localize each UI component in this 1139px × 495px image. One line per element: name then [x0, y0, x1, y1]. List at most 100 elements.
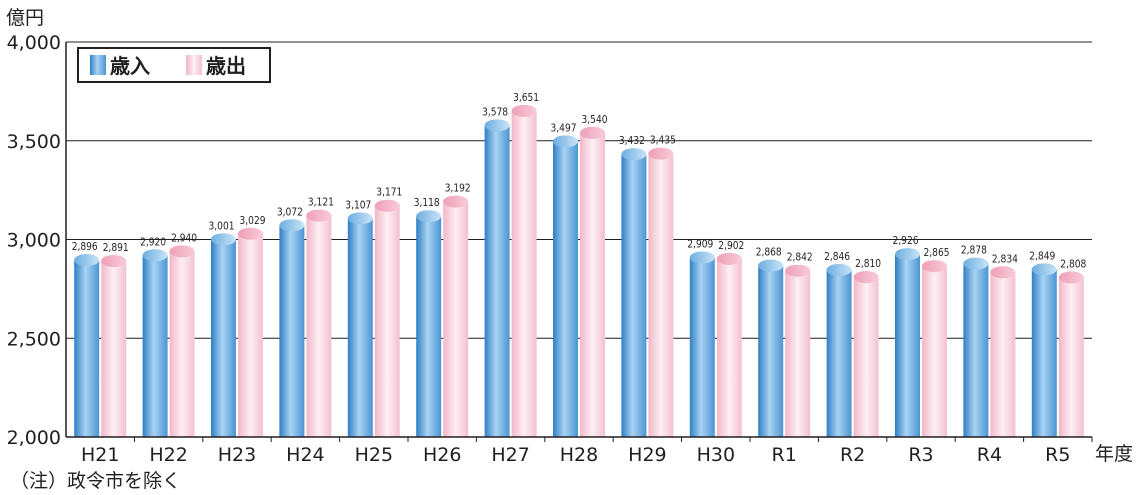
bar-cap-expenditure	[580, 126, 605, 139]
bar-revenue	[826, 269, 852, 437]
bar-cap-revenue	[484, 119, 510, 132]
x-tick-label: H23	[218, 444, 256, 466]
bar-cap-revenue	[758, 259, 784, 272]
bar-cap-expenditure	[853, 271, 879, 284]
y-axis-unit-label: 億円	[6, 7, 44, 29]
x-axis-ticks: H21 H22 H23 H24 H25 H26 H27 H28 H29 H30 R1 R2 R3 R4 R5	[81, 437, 1093, 466]
x-tick-label: H28	[560, 444, 598, 466]
x-tick-label: H24	[286, 444, 324, 466]
bar-cap-revenue	[211, 233, 236, 246]
bar-cap-expenditure	[443, 195, 469, 208]
bar-expenditure	[511, 110, 537, 438]
data-label: 2,868	[756, 246, 782, 259]
data-label: 3,192	[445, 182, 471, 195]
x-tick-label: H21	[81, 444, 119, 466]
x-axis-unit-label: 年度	[1095, 443, 1133, 465]
bar-cap-revenue	[895, 248, 920, 261]
data-label: 3,578	[482, 105, 508, 118]
bar-cap-revenue	[689, 251, 715, 264]
x-tick-label: H30	[697, 444, 735, 466]
data-label: 2,891	[103, 241, 129, 254]
legend-swatch-expenditure	[186, 55, 202, 75]
data-label: 3,435	[650, 134, 676, 147]
bar-cap-revenue	[963, 257, 989, 270]
bar-cap-expenditure	[306, 209, 332, 222]
bar-revenue	[279, 225, 305, 437]
bar-revenue	[553, 141, 578, 437]
bar-expenditure	[443, 201, 469, 437]
bar-cap-expenditure	[922, 260, 947, 273]
data-label: 2,909	[687, 237, 713, 250]
legend-label-revenue: 歳入	[110, 54, 150, 78]
data-label: 2,865	[924, 246, 950, 259]
bar-revenue	[758, 265, 784, 437]
data-label: 3,497	[551, 121, 577, 134]
y-tick-label: 3,000	[7, 230, 61, 252]
legend: 歳入 歳出	[77, 47, 271, 83]
data-label: 3,432	[619, 134, 645, 147]
data-label: 2,926	[893, 234, 919, 247]
bar-expenditure	[101, 261, 127, 437]
y-tick-label: 2,000	[7, 427, 61, 449]
y-tick-label: 2,500	[7, 328, 61, 350]
bar-cap-revenue	[279, 219, 305, 232]
bar-cap-revenue	[621, 148, 647, 161]
x-tick-label: R2	[840, 444, 865, 466]
bar-revenue	[963, 263, 989, 437]
x-tick-label: R3	[908, 444, 933, 466]
data-label: 3,121	[308, 196, 334, 209]
x-tick-label: R5	[1045, 444, 1070, 466]
data-label: 3,118	[414, 196, 440, 209]
x-tick-label: H25	[355, 444, 393, 466]
bar-revenue	[142, 255, 168, 437]
bar-cap-revenue	[142, 249, 168, 262]
bar-cap-expenditure	[716, 252, 742, 265]
data-label: 2,810	[855, 257, 881, 270]
legend-box	[77, 47, 271, 83]
data-label: 2,940	[171, 231, 197, 244]
x-tick-label: H26	[423, 444, 461, 466]
x-tick-label: H27	[491, 444, 529, 466]
bar-cap-revenue	[347, 212, 373, 225]
legend-label-expenditure: 歳出	[206, 54, 246, 78]
bar-cap-expenditure	[374, 199, 400, 212]
data-label: 3,171	[376, 186, 402, 199]
data-label: 2,920	[140, 235, 166, 248]
bar-expenditure	[306, 215, 332, 437]
bar-expenditure	[169, 251, 195, 437]
bar-revenue	[1031, 269, 1057, 437]
bar-cap-expenditure	[648, 147, 674, 160]
data-label: 3,001	[209, 219, 235, 232]
bar-cap-expenditure	[169, 245, 195, 258]
legend-swatch-revenue	[90, 55, 106, 75]
data-label: 2,896	[72, 240, 98, 253]
bar-expenditure	[785, 270, 811, 437]
x-tick-label: R1	[772, 444, 797, 466]
x-tick-label: H29	[628, 444, 666, 466]
bar-expenditure	[990, 272, 1016, 437]
bar-expenditure	[1058, 277, 1084, 437]
bar-cap-expenditure	[785, 264, 811, 277]
data-label: 3,651	[513, 91, 539, 104]
bar-cap-expenditure	[511, 104, 537, 117]
bar-revenue	[484, 125, 510, 437]
data-label: 2,834	[992, 252, 1018, 265]
data-label: 2,846	[824, 250, 850, 263]
gridlines	[66, 41, 1092, 339]
footnote: （注）政令市を除く	[10, 470, 182, 492]
bar-revenue	[621, 154, 647, 437]
bar-expenditure	[716, 258, 742, 437]
bar-expenditure	[922, 266, 947, 437]
bar-expenditure	[853, 277, 879, 437]
bar-expenditure	[238, 233, 263, 437]
bar-cap-expenditure	[238, 227, 263, 240]
bar-cap-revenue	[74, 254, 100, 267]
data-label: 3,540	[582, 113, 608, 126]
data-label: 2,878	[961, 244, 987, 257]
x-tick-label: H22	[149, 444, 187, 466]
bar-revenue	[347, 218, 373, 437]
data-label: 3,107	[345, 198, 371, 211]
x-tick-label: R4	[977, 444, 1002, 466]
y-tick-label: 4,000	[7, 32, 61, 54]
bar-revenue	[895, 254, 920, 437]
